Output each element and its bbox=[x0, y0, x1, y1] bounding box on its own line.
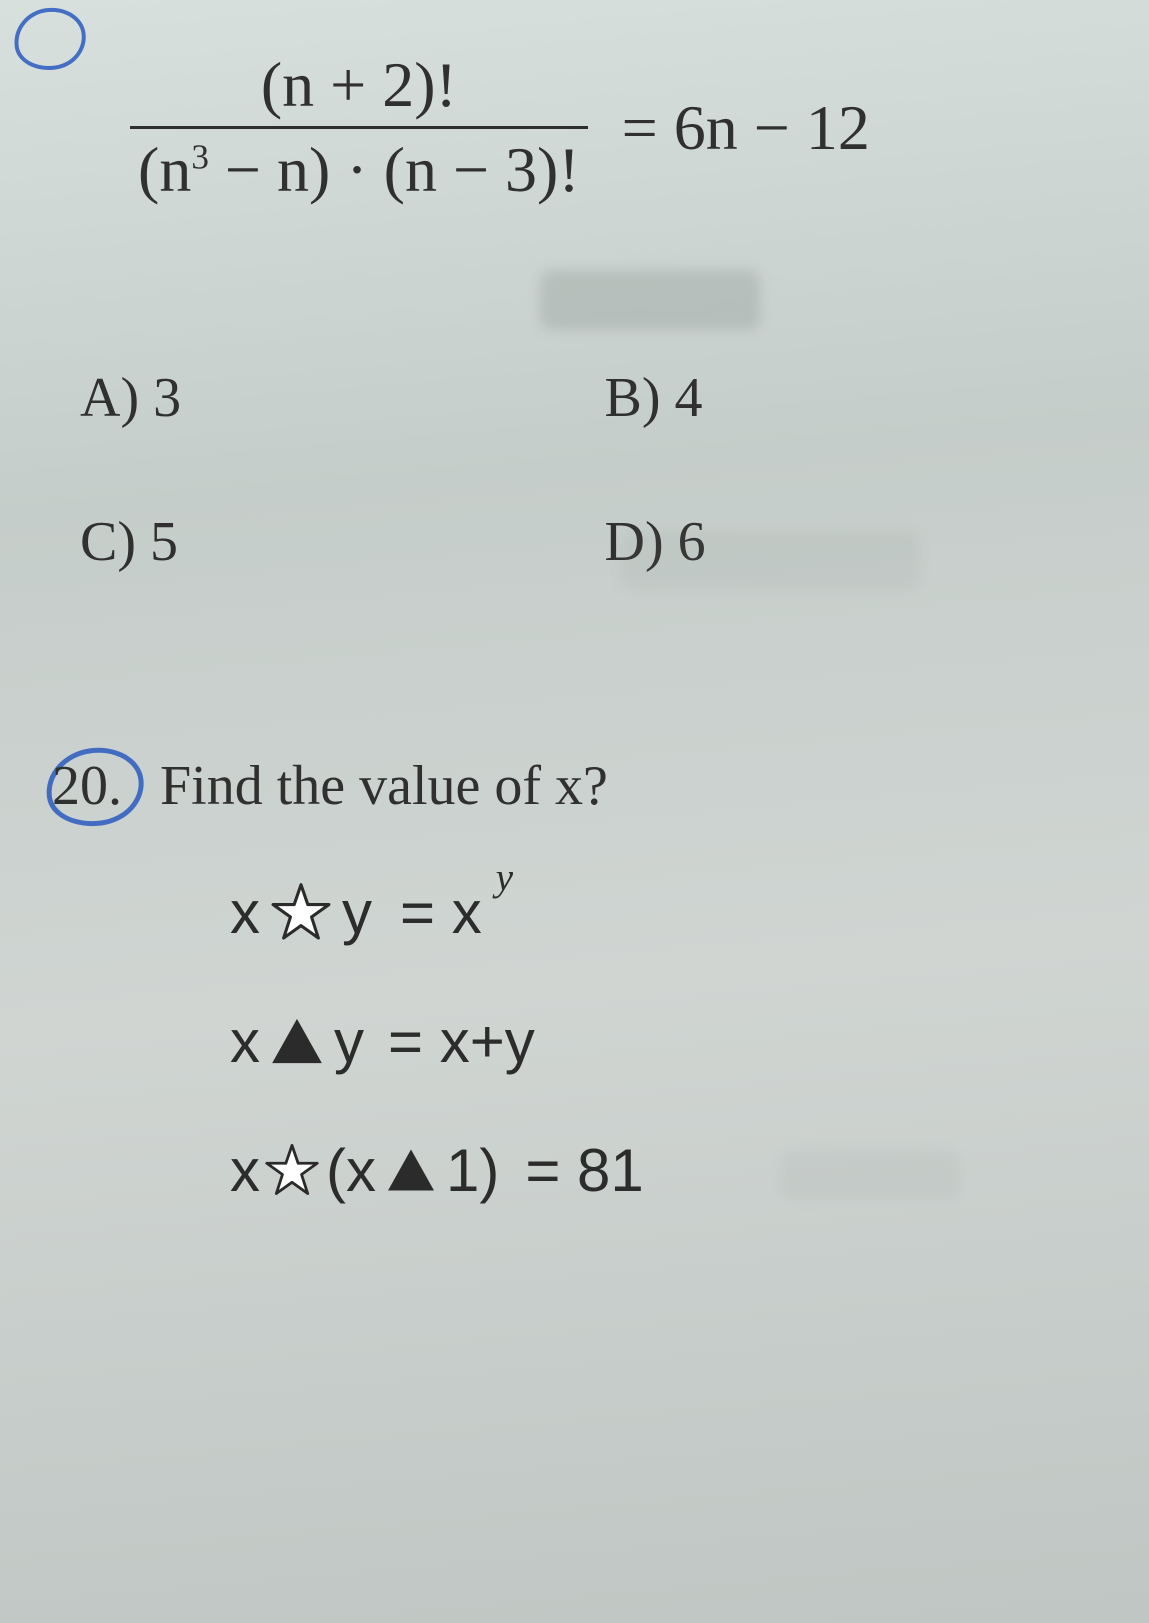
q19-denominator: (n3 − n) · (n − 3)! bbox=[130, 129, 588, 205]
pen-circle-prev bbox=[10, 3, 90, 74]
def-tri-x: x bbox=[230, 1007, 260, 1076]
scan-smudge-2 bbox=[620, 530, 920, 590]
def-star: x y = x y bbox=[230, 878, 1089, 947]
def-tri-y: y bbox=[334, 1007, 364, 1076]
expr-open: (x bbox=[326, 1136, 376, 1205]
den-exp: 3 bbox=[191, 138, 209, 177]
exam-page: (n + 2)! (n3 − n) · (n − 3)! = 6n − 12 A… bbox=[0, 0, 1149, 1623]
option-c[interactable]: C) 5 bbox=[80, 510, 565, 574]
option-b[interactable]: B) 4 bbox=[605, 366, 1090, 430]
q19-numerator: (n + 2)! bbox=[130, 50, 588, 126]
option-a[interactable]: A) 3 bbox=[80, 366, 565, 430]
triangle-op-icon bbox=[270, 1016, 324, 1066]
expr-eq81: = 81 bbox=[525, 1136, 643, 1205]
star-op-icon-2 bbox=[264, 1142, 320, 1198]
den-mid: − n) · (n − 3)! bbox=[209, 134, 580, 205]
q20-definitions: x y = x y x y = x+y x bbox=[230, 878, 1089, 1205]
q19-rhs: = 6n − 12 bbox=[622, 93, 870, 163]
q19-fraction: (n + 2)! (n3 − n) · (n − 3)! bbox=[130, 50, 588, 206]
star-op-icon bbox=[270, 881, 332, 943]
def-star-x: x bbox=[230, 878, 260, 947]
expr-one: 1) bbox=[446, 1136, 499, 1205]
scan-smudge-3 bbox=[780, 1150, 960, 1200]
q19-equation: (n + 2)! (n3 − n) · (n − 3)! = 6n − 12 bbox=[130, 50, 1089, 206]
den-left: (n bbox=[138, 134, 191, 205]
q19-options: A) 3 B) 4 C) 5 D) 6 bbox=[80, 366, 1089, 574]
def-triangle: x y = x+y bbox=[230, 1007, 1089, 1076]
q20-stem: Find the value of x? bbox=[160, 755, 608, 817]
def-star-y: y bbox=[342, 878, 372, 947]
def-star-rhs-base: = x bbox=[400, 878, 482, 947]
q20-block: 20. Find the value of x? bbox=[60, 754, 1089, 818]
def-tri-rhs: = x+y bbox=[388, 1007, 535, 1076]
expr-x: x bbox=[230, 1136, 260, 1205]
def-star-rhs-exp: y bbox=[496, 855, 513, 900]
triangle-op-icon-2 bbox=[386, 1147, 436, 1193]
scan-smudge-1 bbox=[540, 270, 760, 330]
q20-expression: x (x 1) = 81 bbox=[230, 1136, 1089, 1205]
q20-number: 20. bbox=[52, 754, 122, 818]
